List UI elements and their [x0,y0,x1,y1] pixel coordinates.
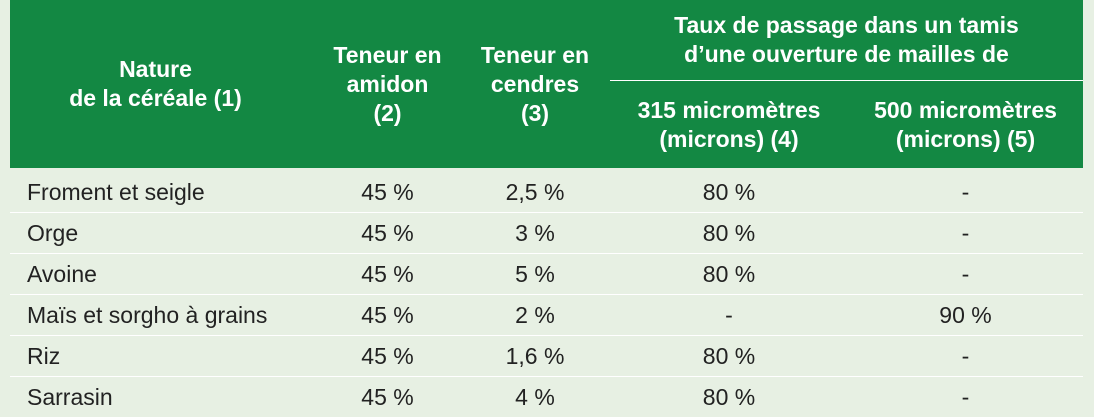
cell-nature: Avoine [10,253,315,295]
cell-cendres: 5 % [460,253,610,295]
table-row: Sarrasin 45 % 4 % 80 % - [10,376,1083,417]
cell-315: 80 % [610,335,848,377]
cell-500: 90 % [848,294,1083,336]
header-500-line-2: (microns) (5) [895,125,1036,152]
header-nature: Nature de la céréale (1) [10,0,315,168]
header-315-line-1: 315 micromètres [637,96,821,123]
cell-nature: Orge [10,212,315,254]
header-amidon-line-3: (2) [373,99,402,126]
cell-nature: Froment et seigle [10,168,315,213]
cereal-table: Nature de la céréale (1) Teneur en amido… [10,0,1083,417]
table-row: Riz 45 % 1,6 % 80 % - [10,335,1083,377]
header-cendres-line-3: (3) [520,99,550,126]
header-sieve-group-line-1: Taux de passage dans un tamis [674,12,1019,38]
cell-nature: Riz [10,335,315,377]
cell-amidon: 45 % [315,168,460,213]
cell-cendres: 2 % [460,294,610,336]
header-sieve-group: Taux de passage dans un tamis d’une ouve… [610,0,1083,81]
header-315: 315 micromètres (microns) (4) [610,80,848,168]
cell-nature: Maïs et sorgho à grains [10,294,315,336]
cell-500: - [848,335,1083,377]
table-body: Froment et seigle 45 % 2,5 % 80 % - Orge… [10,168,1083,417]
header-cendres-line-2: cendres [490,70,580,97]
cell-amidon: 45 % [315,294,460,336]
cell-amidon: 45 % [315,335,460,377]
cell-315: 80 % [610,253,848,295]
table-row: Froment et seigle 45 % 2,5 % 80 % - [10,168,1083,213]
header-amidon-line-2: amidon [346,70,429,97]
header-amidon: Teneur en amidon (2) [315,0,460,168]
table-row: Avoine 45 % 5 % 80 % - [10,253,1083,295]
header-amidon-line-1: Teneur en [333,41,442,68]
header-nature-line-2: de la céréale (1) [69,85,242,111]
header-sieve-group-line-2: d’une ouverture de mailles de [684,41,1009,67]
header-315-line-2: (microns) (4) [659,125,799,152]
cell-cendres: 4 % [460,376,610,417]
table-row: Orge 45 % 3 % 80 % - [10,212,1083,254]
header-cendres: Teneur en cendres (3) [460,0,610,168]
cell-500: - [848,212,1083,254]
cell-cendres: 3 % [460,212,610,254]
cell-315: - [610,294,848,336]
cell-315: 80 % [610,376,848,417]
cell-nature: Sarrasin [10,376,315,417]
cell-500: - [848,376,1083,417]
cell-cendres: 1,6 % [460,335,610,377]
cell-amidon: 45 % [315,253,460,295]
cell-500: - [848,253,1083,295]
header-500: 500 micromètres (microns) (5) [848,80,1083,168]
header-nature-line-1: Nature [119,56,192,82]
cell-500: - [848,168,1083,213]
cell-amidon: 45 % [315,376,460,417]
cell-cendres: 2,5 % [460,168,610,213]
cell-amidon: 45 % [315,212,460,254]
cell-315: 80 % [610,168,848,213]
header-cendres-line-1: Teneur en [480,41,590,68]
table-row: Maïs et sorgho à grains 45 % 2 % - 90 % [10,294,1083,336]
table-header: Nature de la céréale (1) Teneur en amido… [10,0,1083,168]
cell-315: 80 % [610,212,848,254]
header-500-line-1: 500 micromètres [874,96,1057,123]
